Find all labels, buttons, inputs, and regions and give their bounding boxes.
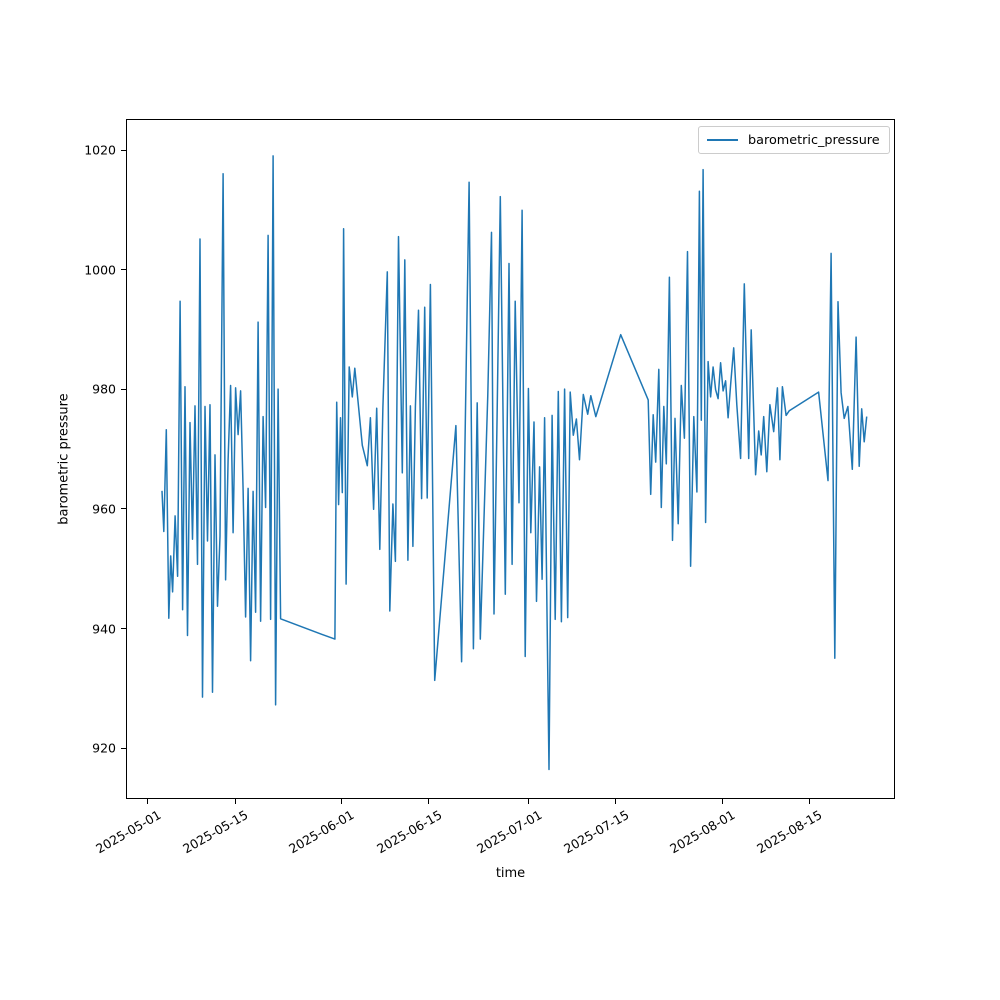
y-tick-mark [121,269,126,271]
x-tick-label: 2025-05-15 [180,807,251,857]
x-tick-label: 2025-06-01 [286,807,357,857]
x-tick-label: 2025-08-15 [754,807,825,857]
y-tick-label: 960 [92,501,116,517]
y-axis-label: barometric pressure [56,393,72,525]
series-line-barometric_pressure [161,155,868,771]
y-tick-label: 980 [92,381,116,397]
y-tick-label: 940 [92,621,116,637]
x-tick-label: 2025-07-15 [561,807,632,857]
x-tick-mark [528,799,530,804]
x-tick-label: 2025-08-01 [667,807,738,857]
y-tick-mark [121,628,126,630]
y-tick-mark [121,508,126,510]
legend-label: barometric_pressure [748,132,880,148]
legend: barometric_pressure [698,126,890,154]
x-tick-mark [147,799,149,804]
y-tick-mark [121,747,126,749]
x-tick-label: 2025-07-01 [473,807,545,857]
y-tick-mark [121,388,126,390]
x-tick-label: 2025-05-01 [92,807,164,857]
x-axis-label: time [495,866,526,881]
x-tick-label: 2025-06-15 [373,807,445,857]
x-tick-mark [721,799,723,804]
x-tick-mark [340,799,342,804]
x-tick-mark [428,799,430,804]
y-tick-label: 1000 [84,262,116,278]
y-tick-mark [121,149,126,151]
x-tick-mark [808,799,810,804]
line-series-svg [161,155,868,771]
y-tick-label: 920 [92,740,116,756]
x-tick-mark [615,799,617,804]
plot-area [126,119,895,799]
y-tick-label: 1020 [84,142,116,158]
legend-line-sample-icon [707,139,738,141]
x-tick-mark [234,799,236,804]
